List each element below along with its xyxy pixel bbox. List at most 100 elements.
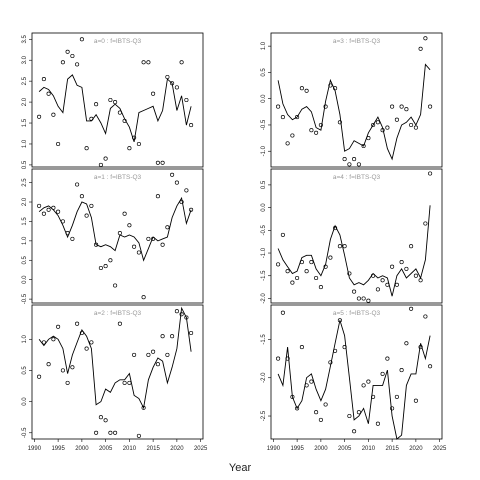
fitted-line — [38, 74, 192, 143]
observed-point — [347, 413, 352, 419]
observed-point — [136, 433, 141, 438]
x-tick-label: 2015 — [385, 446, 399, 452]
observed-point — [65, 380, 70, 385]
observed-point — [151, 349, 156, 354]
panel-frame — [270, 304, 443, 440]
y-tick-label: 1.5 — [22, 217, 28, 226]
observed-point — [380, 128, 385, 133]
y-tick-label: 2.5 — [22, 178, 28, 187]
observed-point — [380, 278, 385, 283]
observed-point — [394, 282, 399, 287]
observed-point — [285, 269, 290, 274]
observed-point — [423, 314, 428, 319]
observed-point — [155, 194, 160, 199]
observed-point — [141, 295, 146, 300]
observed-point — [75, 62, 80, 67]
x-tick-label: 2005 — [338, 446, 352, 452]
observed-point — [280, 115, 285, 120]
observed-point — [113, 283, 118, 288]
observed-point — [371, 394, 376, 399]
observed-point — [184, 315, 189, 320]
observed-point — [189, 123, 194, 128]
observed-point — [352, 429, 357, 434]
observed-point — [79, 37, 84, 42]
panel-frame — [270, 168, 443, 304]
observed-point — [174, 180, 179, 185]
y-tick-label: -0.5 — [22, 427, 28, 438]
observed-point — [127, 380, 132, 385]
observed-point — [108, 430, 113, 435]
observed-point — [333, 348, 338, 353]
y-tick-label: 3.0 — [22, 55, 28, 64]
observed-point — [299, 260, 304, 265]
observed-point — [89, 203, 94, 208]
y-tick-label: 2.0 — [22, 197, 28, 206]
x-tick-label: 2015 — [146, 446, 160, 452]
observed-point — [318, 417, 323, 422]
x-tick-label: 2025 — [433, 446, 447, 452]
observed-point — [127, 223, 132, 228]
observed-point — [46, 91, 51, 96]
observed-point — [70, 365, 75, 370]
observed-point — [160, 334, 165, 339]
observed-point — [56, 141, 61, 147]
observed-point — [41, 340, 46, 345]
observed-point — [56, 209, 61, 214]
observed-point — [280, 232, 285, 237]
panel-4: a=4 : f=IBTS-Q3 -2.0 -1.5 -1.0 -0.5 0.0 0.5 — [261, 168, 443, 304]
observed-point — [314, 410, 319, 415]
panel-3: a=3 : f=IBTS-Q3 -1.0 -0.5 0.0 0.5 1.0 — [261, 32, 443, 168]
panel-title: a=3 : f=IBTS-Q3 — [333, 38, 381, 45]
x-tick-label: 2000 — [314, 446, 328, 452]
observed-point — [361, 383, 366, 388]
x-tick-label: 2005 — [99, 446, 113, 452]
observed-point — [51, 205, 56, 210]
observed-point — [309, 260, 314, 265]
observed-point — [333, 86, 338, 91]
observed-point — [56, 324, 61, 329]
observed-point — [418, 278, 423, 283]
observed-point — [141, 60, 146, 65]
observed-point — [65, 49, 70, 54]
y-tick-label: 0.0 — [22, 275, 28, 284]
observed-point — [404, 266, 409, 271]
observed-point — [98, 415, 103, 420]
observed-point — [165, 74, 170, 80]
observed-point — [423, 36, 428, 41]
fitted-line — [277, 320, 431, 440]
x-tick-label: 2025 — [194, 446, 208, 452]
observed-point — [170, 81, 175, 86]
observed-point — [304, 88, 309, 93]
observed-point — [189, 330, 194, 336]
observed-point — [75, 321, 80, 326]
fitted-line — [38, 306, 192, 410]
y-tick-label: 0.5 — [22, 366, 28, 375]
observed-point — [174, 309, 179, 314]
observed-point — [276, 262, 281, 267]
observed-point — [337, 120, 342, 125]
observed-point — [285, 356, 290, 361]
observed-point — [179, 199, 184, 205]
panel-frame — [270, 32, 443, 168]
observed-point — [165, 225, 170, 230]
observed-point — [342, 345, 347, 350]
panel-0: a=0 : f=IBTS-Q3 0.5 1.0 1.5 2.0 2.5 3.0 3.5 — [22, 32, 204, 169]
x-tick-label: 1990 — [267, 446, 281, 452]
observed-point — [160, 160, 165, 165]
observed-point — [98, 265, 103, 271]
observed-point — [352, 157, 357, 162]
panel-frame — [31, 32, 204, 168]
observed-point — [333, 226, 338, 231]
observed-point — [323, 264, 328, 269]
observed-point — [189, 207, 194, 212]
observed-point — [404, 341, 409, 346]
observed-point — [84, 346, 89, 351]
observed-point — [423, 221, 428, 226]
fitted-line — [38, 196, 192, 262]
y-tick-label: -1.0 — [261, 247, 267, 258]
observed-point — [371, 273, 376, 278]
y-tick-label: 1.0 — [22, 139, 28, 148]
observed-point — [428, 364, 433, 369]
observed-point — [94, 430, 99, 435]
